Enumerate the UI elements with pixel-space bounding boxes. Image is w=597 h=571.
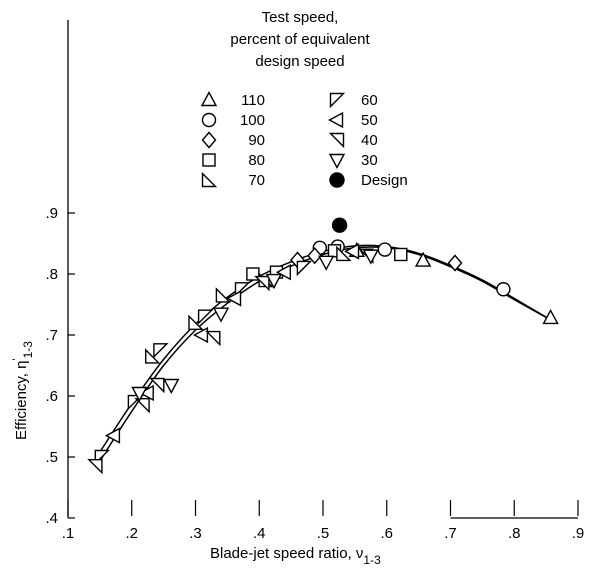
point-design — [331, 217, 348, 233]
legend-marker-110 — [200, 91, 218, 107]
point-100 — [496, 282, 511, 297]
point-40 — [254, 275, 270, 292]
point-30 — [163, 378, 180, 394]
point-50 — [104, 427, 121, 444]
x-axis-title: Blade-jet speed ratio, ν1-3 — [210, 545, 381, 567]
legend-marker-60 — [329, 92, 346, 109]
x-tick-label: .2 — [125, 525, 138, 542]
y-tick-label: .4 — [45, 510, 58, 527]
x-tick-label: .9 — [572, 525, 585, 542]
point-70 — [144, 348, 161, 364]
y-tick-label: .9 — [45, 205, 58, 222]
x-tick-label: .3 — [189, 525, 202, 542]
point-40 — [205, 330, 221, 347]
legend-marker-50 — [328, 111, 344, 129]
legend-marker-80 — [202, 153, 216, 167]
point-30 — [212, 307, 230, 323]
y-axis-title: Efficiency, η'1-3 — [11, 341, 35, 440]
x-tick-label: .5 — [317, 525, 330, 542]
legend-marker-40 — [328, 132, 345, 149]
fit-curve-1 — [96, 246, 551, 467]
x-tick-label: .1 — [62, 525, 75, 542]
point-40 — [149, 377, 165, 394]
legend-title-line: Test speed, — [262, 9, 339, 26]
legend-label-60: 60 — [361, 92, 378, 109]
legend-label-50: 50 — [361, 112, 378, 129]
legend-label-80: 80 — [248, 152, 265, 169]
axis-titles: Blade-jet speed ratio, ν1-3 Efficiency, … — [11, 341, 381, 567]
point-110 — [542, 308, 559, 325]
legend-marker-70 — [201, 171, 218, 188]
point-30 — [318, 255, 335, 271]
legend-label-110: 110 — [241, 92, 265, 109]
legend-marker-100 — [201, 112, 217, 128]
legend-title-line: percent of equivalent — [230, 31, 370, 48]
point-70 — [215, 287, 232, 303]
point-90 — [307, 247, 323, 265]
point-70 — [336, 245, 352, 262]
point-50 — [192, 326, 209, 344]
y-tick-label: .8 — [45, 266, 58, 283]
point-50 — [344, 243, 360, 260]
legend-title-line: design speed — [255, 53, 344, 70]
point-50 — [226, 290, 242, 307]
fit-curve-2 — [96, 244, 551, 458]
legend-label-design: Design — [361, 172, 408, 189]
legend-label-70: 70 — [248, 172, 265, 189]
legend-marker-design — [329, 172, 345, 188]
point-50 — [138, 384, 154, 402]
data-points — [87, 217, 559, 475]
point-80 — [394, 247, 408, 262]
legend-marker-90 — [201, 131, 217, 149]
point-70 — [188, 314, 204, 330]
point-30 — [362, 249, 379, 265]
x-tick-label: .6 — [380, 525, 393, 542]
point-40 — [134, 398, 150, 414]
point-50 — [275, 264, 291, 281]
point-60 — [197, 309, 214, 325]
x-tick-label: .7 — [444, 525, 457, 542]
fitted-curves — [96, 244, 551, 467]
point-90 — [447, 254, 463, 272]
legend-label-100: 100 — [240, 112, 265, 129]
legend-label-40: 40 — [361, 132, 378, 149]
axes: .4 .5 .6 .7 .8 .9 .1 .2 .3 .4 .5 .6 .7 .8 .9 — [45, 20, 584, 542]
point-110 — [414, 251, 432, 267]
point-30 — [265, 273, 283, 290]
point-40 — [87, 459, 103, 475]
point-30 — [131, 386, 148, 402]
legend-label-90: 90 — [248, 132, 265, 149]
legend-label-30: 30 — [361, 152, 378, 169]
point-60 — [153, 343, 169, 359]
x-tick-label: .4 — [253, 525, 266, 542]
legend-marker-30 — [328, 153, 346, 169]
x-tick-label: .8 — [508, 525, 521, 542]
y-tick-label: .6 — [45, 388, 58, 405]
y-tick-label: .5 — [45, 449, 58, 466]
y-tick-label: .7 — [45, 327, 58, 344]
point-60 — [296, 260, 313, 277]
point-100 — [377, 242, 393, 257]
legend: Test speed, percent of equivalent design s… — [200, 9, 408, 189]
